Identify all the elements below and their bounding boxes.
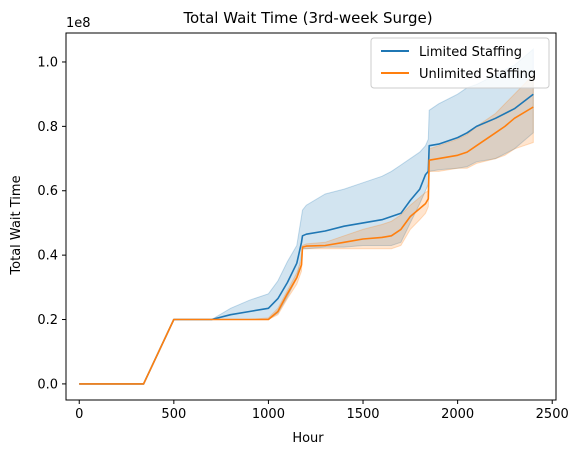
x-tick-label: 1000 [252,407,285,422]
legend-label-limited-staffing: Limited Staffing [419,45,522,60]
plot-frame [65,32,557,401]
x-tick-label: 2500 [536,407,569,422]
y-tick-label: 0.6 [37,184,58,199]
y-tick-label: 0.8 [37,120,58,135]
legend: Limited Staffing Unlimited Staffing [370,37,550,89]
y-tick-label: 0.2 [37,313,58,328]
x-tick-label: 2000 [441,407,474,422]
y-offset-label: 1e8 [66,16,91,31]
line-limited-staffing [79,93,534,385]
x-tick-label: 500 [161,407,186,422]
y-tick-label: 0.4 [37,249,58,264]
y-axis-title: Total Wait Time [9,175,24,275]
y-tick-label: 0.0 [37,377,58,392]
legend-frame [370,37,550,89]
plot-area: 0 500 1000 1500 2000 2500 0.0 0.2 0.4 0.6 0.8 1.0 [37,32,569,422]
line-unlimited-staffing [79,106,534,385]
x-axis-title: Hour [292,431,324,446]
chart-title: Total Wait Time (3rd-week Surge) [182,9,432,27]
x-tick-label: 1500 [346,407,379,422]
x-tick-label: 0 [75,407,83,422]
y-tick-label: 1.0 [37,55,58,70]
legend-label-unlimited-staffing: Unlimited Staffing [419,67,536,82]
